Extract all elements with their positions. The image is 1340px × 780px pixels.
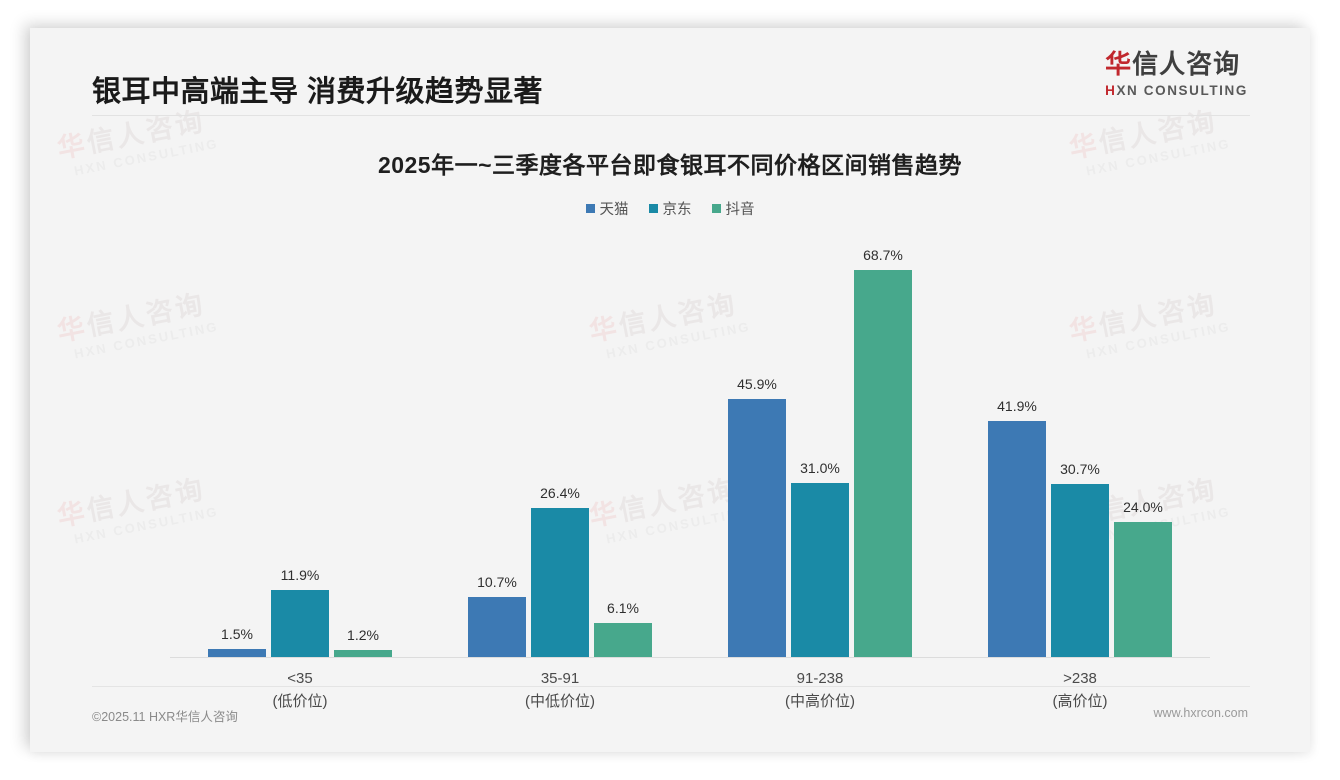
bar-天猫-<35[interactable]: 1.5%: [208, 626, 266, 657]
x-axis-category-main: 91-238: [796, 670, 844, 687]
bar-value-label: 24.0%: [1123, 498, 1163, 515]
footer-website[interactable]: www.hxrcon.com: [1153, 706, 1248, 720]
bar-value-label: 41.9%: [997, 398, 1037, 415]
logo-en-rest: XN CONSULTING: [1116, 82, 1248, 98]
bar-value-label: 68.7%: [863, 247, 903, 264]
logo-cn-red: 华: [1105, 49, 1133, 79]
slide-footer: ©2025.11 HXR华信人咨询 www.hxrcon.com: [30, 686, 1310, 752]
legend-label: 京东: [662, 202, 692, 218]
bar-京东-35-91[interactable]: 26.4%: [531, 485, 589, 657]
bar-value-label: 1.2%: [347, 627, 379, 644]
chart-plot-area: 1.5% 11.9% 1.2% <35 (低价位) 10.7% 26.4% 6.1% 35-91…: [170, 235, 1210, 710]
x-axis-category-sub: (高价位): [1052, 692, 1108, 710]
footer-copyright: ©2025.11 HXR华信人咨询: [92, 710, 238, 724]
bar-抖音-91-238[interactable]: 68.7%: [854, 247, 912, 657]
bar-抖音-35-91[interactable]: 6.1%: [594, 600, 652, 657]
header-divider: [92, 115, 1250, 116]
bar-天猫-91-238[interactable]: 45.9%: [728, 376, 786, 657]
bar-value-label: 45.9%: [737, 375, 777, 392]
x-axis-line: [170, 657, 1210, 658]
slide-header: 银耳中高端主导 消费升级趋势显著 华信人咨询 HXN CONSULTING: [30, 28, 1310, 116]
x-axis-category-label: <35 (低价位): [208, 668, 392, 713]
legend-swatch-icon: [711, 204, 721, 213]
legend-item-京东[interactable]: 京东: [648, 198, 692, 219]
bar-value-label: 10.7%: [477, 573, 517, 590]
bar-value-label: 11.9%: [280, 567, 320, 584]
logo-cn-rest: 信人咨询: [1132, 49, 1241, 79]
bar-抖音-<35[interactable]: 1.2%: [334, 627, 392, 657]
legend-label: 抖音: [725, 202, 755, 218]
legend-item-抖音[interactable]: 抖音: [711, 198, 755, 219]
x-axis-category-sub: (低价位): [272, 692, 328, 710]
x-axis-category-label: 35-91 (中低价位): [468, 668, 652, 713]
legend-label: 天猫: [599, 202, 629, 218]
x-axis-category-sub: (中高价位): [785, 692, 855, 710]
legend-swatch-icon: [585, 204, 595, 213]
bar-value-label: 31.0%: [800, 459, 840, 476]
page-title: 银耳中高端主导 消费升级趋势显著: [92, 76, 544, 108]
bar-value-label: 30.7%: [1060, 461, 1100, 478]
chart-region: 2025年一~三季度各平台即食银耳不同价格区间销售趋势 天猫 京东 抖音 1.5% 1…: [30, 116, 1310, 710]
bar-value-label: 26.4%: [540, 485, 580, 502]
x-axis-category-sub: (中低价位): [525, 692, 595, 710]
x-axis-category-main: 35-91: [540, 670, 580, 687]
company-logo: 华信人咨询 HXN CONSULTING: [1105, 49, 1248, 98]
bar-天猫-35-91[interactable]: 10.7%: [468, 574, 526, 657]
bar-京东->238[interactable]: 30.7%: [1051, 461, 1109, 657]
x-axis-category-main: <35: [287, 670, 313, 687]
x-axis-category-main: >238: [1063, 670, 1097, 687]
chart-legend: 天猫 京东 抖音: [30, 198, 1310, 219]
bar-京东-<35[interactable]: 11.9%: [271, 567, 329, 657]
x-axis-category-label: >238 (高价位): [988, 668, 1172, 713]
logo-chinese-text: 华信人咨询: [1105, 49, 1248, 80]
bar-group: 1.5% 11.9% 1.2% <35 (低价位): [208, 235, 392, 710]
bar-天猫->238[interactable]: 41.9%: [988, 398, 1046, 657]
bar-京东-91-238[interactable]: 31.0%: [791, 460, 849, 657]
bar-group: 41.9% 30.7% 24.0% >238 (高价位): [988, 235, 1172, 710]
bar-group: 10.7% 26.4% 6.1% 35-91 (中低价位): [468, 235, 652, 710]
bar-group: 45.9% 31.0% 68.7% 91-238 (中高价位): [728, 235, 912, 710]
legend-swatch-icon: [648, 204, 658, 213]
footer-divider: [92, 686, 1250, 687]
logo-english-text: HXN CONSULTING: [1105, 83, 1248, 98]
x-axis-category-label: 91-238 (中高价位): [728, 668, 912, 713]
chart-title: 2025年一~三季度各平台即食银耳不同价格区间销售趋势: [377, 152, 963, 178]
bar-value-label: 6.1%: [607, 599, 639, 616]
bar-value-label: 1.5%: [221, 625, 253, 642]
logo-en-red: H: [1105, 82, 1117, 98]
bar-抖音->238[interactable]: 24.0%: [1114, 499, 1172, 657]
slide-canvas: 华信人咨询 HXN CONSULTING 华信人咨询 HXN CONSULTIN…: [30, 28, 1310, 752]
legend-item-天猫[interactable]: 天猫: [585, 198, 629, 219]
